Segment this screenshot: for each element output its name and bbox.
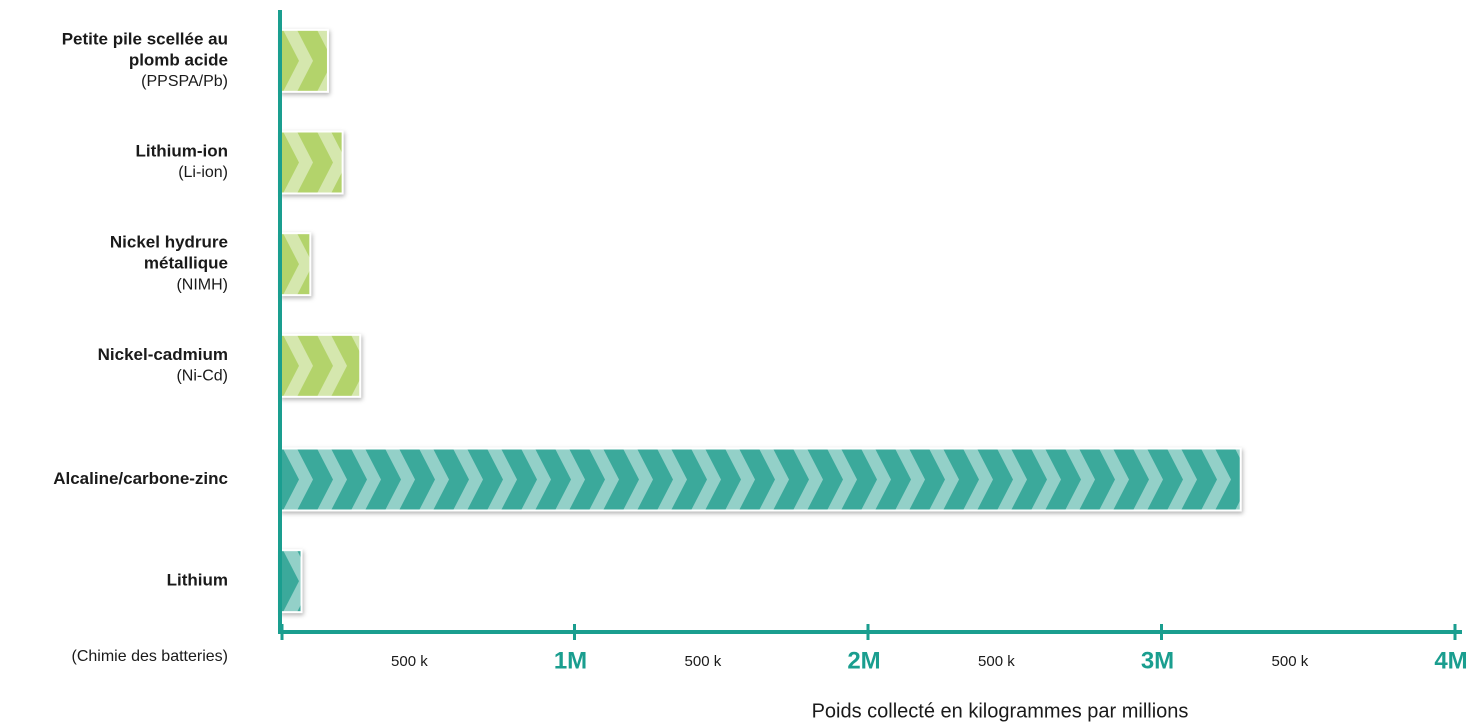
category-label: métallique bbox=[144, 254, 228, 273]
category-label: Alcaline/carbone-zinc bbox=[53, 469, 228, 488]
x-axis-title: Poids collecté en kilogrammes par millio… bbox=[812, 700, 1189, 722]
category-axis-label: (Chimie des batteries) bbox=[72, 648, 229, 665]
x-tick-label: 1M bbox=[554, 647, 587, 674]
category-code: (Li-ion) bbox=[178, 164, 228, 181]
category-label: Nickel hydrure bbox=[110, 233, 228, 252]
bar-pattern bbox=[281, 334, 361, 397]
x-tick-label: 4M bbox=[1434, 647, 1467, 674]
category-label: Petite pile scellée au bbox=[62, 29, 228, 48]
bar-pattern bbox=[281, 448, 1241, 511]
x-tick-label: 2M bbox=[847, 647, 880, 674]
group-label: RECHARGEABLE bbox=[252, 142, 269, 286]
category-label: Lithium-ion bbox=[135, 141, 228, 160]
x-tick-label: 500 k bbox=[978, 653, 1015, 670]
category-code: (Ni-Cd) bbox=[176, 368, 228, 385]
bar-pattern bbox=[281, 550, 302, 613]
bar-pattern bbox=[281, 29, 328, 92]
category-label: plomb acide bbox=[129, 50, 228, 69]
group-label: PRIMAIRE bbox=[252, 488, 269, 573]
bar-pattern bbox=[281, 131, 343, 194]
category-label: Nickel-cadmium bbox=[98, 345, 228, 364]
x-tick-label: 500 k bbox=[391, 653, 428, 670]
category-label: Lithium bbox=[167, 571, 228, 590]
x-tick-label: 500 k bbox=[685, 653, 722, 670]
category-code: (PPSPA/Pb) bbox=[141, 73, 228, 90]
x-tick-label: 3M bbox=[1141, 647, 1174, 674]
category-code: (NIMH) bbox=[176, 276, 228, 293]
bar-pattern bbox=[281, 233, 311, 296]
x-tick-label: 500 k bbox=[1272, 653, 1309, 670]
